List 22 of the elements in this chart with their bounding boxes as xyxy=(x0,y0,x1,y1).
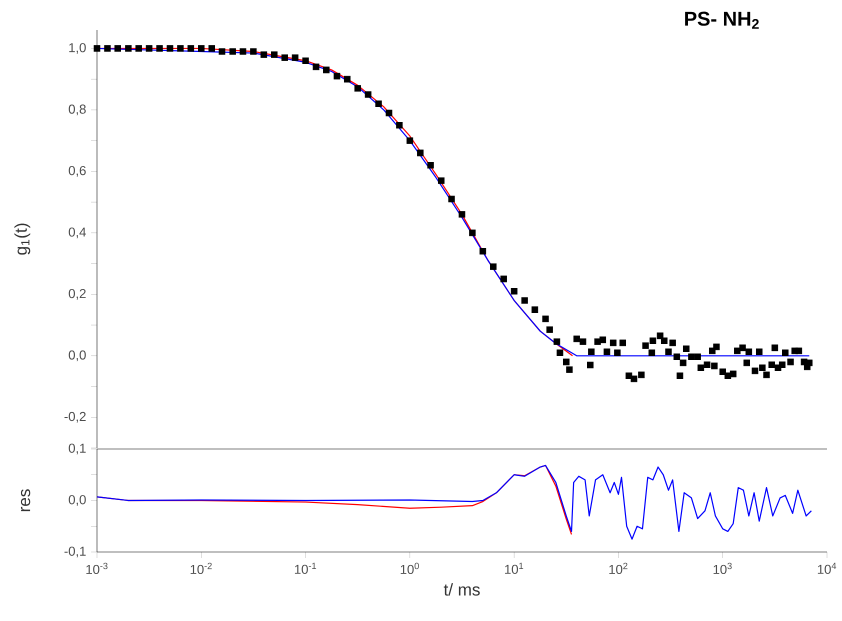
y-tick-label: 0,0 xyxy=(68,495,86,506)
y-tick-label: -0,1 xyxy=(64,546,86,558)
x-tick-label: 10$^{2}$ xyxy=(609,562,628,574)
x-tick-label: 10$^{-1}$ xyxy=(294,562,316,574)
y-tick-label: 0,1 xyxy=(68,444,86,454)
x-axis-title: t/ ms xyxy=(444,583,480,596)
x-tick-label: 10$^{-3}$ xyxy=(86,562,108,574)
x-tick-label: 10$^{-2}$ xyxy=(190,562,212,574)
y-tick-label: 0,4 xyxy=(68,227,86,238)
y-tick-label: 1,0 xyxy=(69,43,86,54)
y-tick-label: -0,2 xyxy=(64,412,86,423)
x-tick-label: 10$^{0}$ xyxy=(400,562,419,574)
y-axis-title: g$_{1}$(t) xyxy=(14,224,30,255)
y-tick-label: 0,0 xyxy=(68,350,86,362)
chart-title: PS- NH$_{2}$ xyxy=(685,12,759,29)
y-tick-label: 0,8 xyxy=(68,104,86,116)
y-axis-title: res xyxy=(20,489,30,512)
x-tick-label: 10$^{1}$ xyxy=(505,562,524,574)
y-tick-label: 0,6 xyxy=(68,166,86,177)
x-tick-label: 10$^{4}$ xyxy=(818,562,836,574)
y-tick-label: 0,2 xyxy=(68,288,86,300)
x-tick-label: 10$^{3}$ xyxy=(714,562,732,574)
